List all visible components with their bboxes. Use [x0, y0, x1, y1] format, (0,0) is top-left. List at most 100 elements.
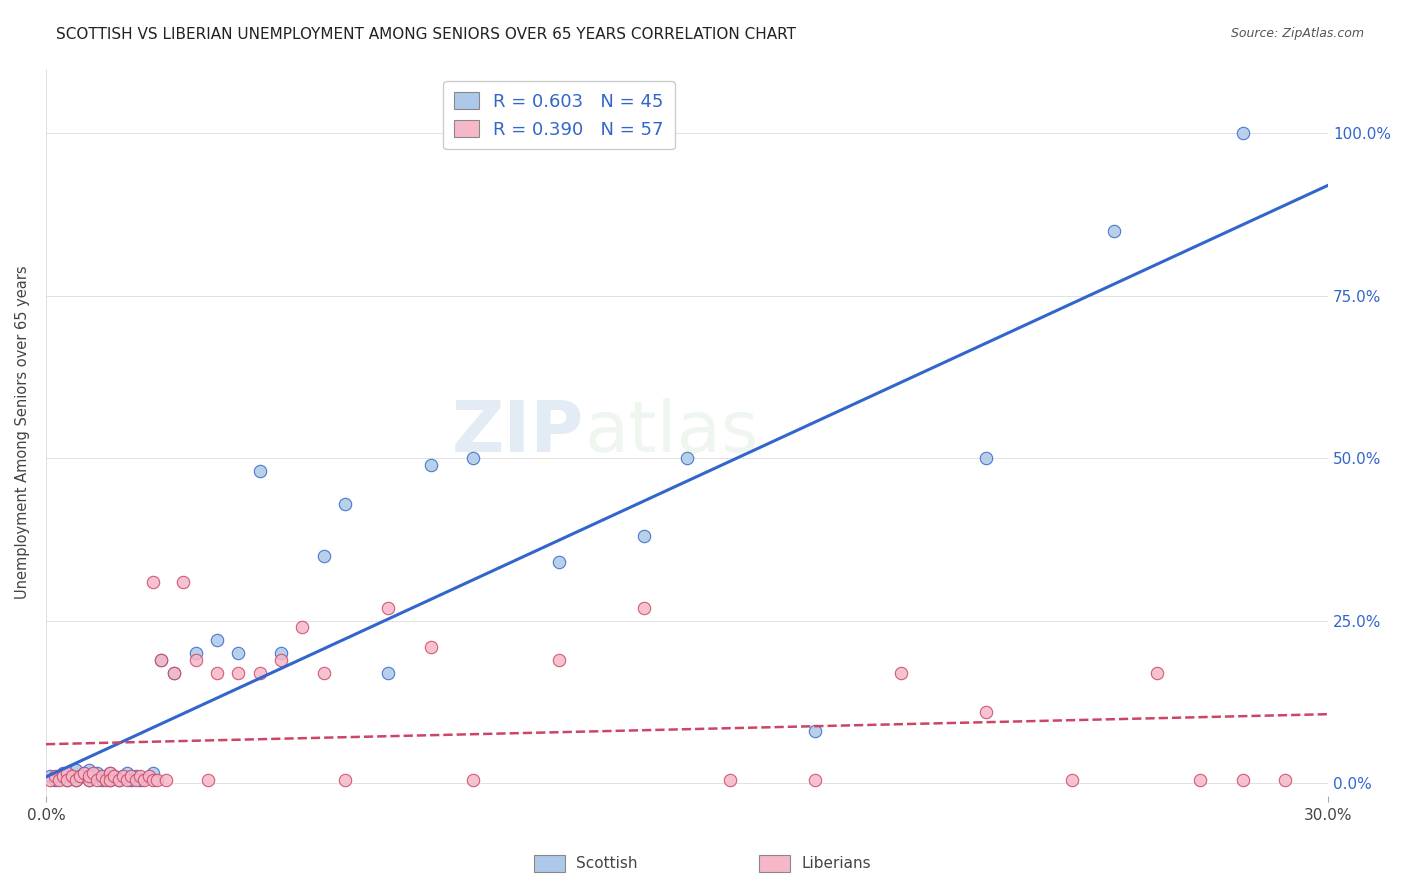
Point — [155, 772, 177, 787]
Point — [226, 665, 249, 680]
Point — [65, 763, 87, 777]
Point — [249, 464, 271, 478]
Point — [804, 724, 827, 739]
Point — [974, 705, 997, 719]
Point — [718, 772, 741, 787]
Point — [205, 665, 228, 680]
Point — [44, 770, 66, 784]
Point — [142, 772, 165, 787]
Point — [77, 772, 100, 787]
Point — [1104, 224, 1126, 238]
Point — [115, 772, 138, 787]
Point — [103, 770, 125, 784]
Point — [138, 770, 160, 784]
Point — [111, 770, 134, 784]
Y-axis label: Unemployment Among Seniors over 65 years: Unemployment Among Seniors over 65 years — [15, 266, 30, 599]
Text: Scottish: Scottish — [576, 856, 638, 871]
Point — [146, 772, 169, 787]
Point — [1232, 127, 1254, 141]
Point — [73, 766, 96, 780]
Point — [547, 555, 569, 569]
Point — [90, 770, 112, 784]
Point — [77, 770, 100, 784]
Point — [86, 766, 108, 780]
Point — [333, 497, 356, 511]
Point — [48, 770, 70, 784]
Point — [82, 770, 104, 784]
Point — [107, 772, 129, 787]
Point — [1060, 772, 1083, 787]
Point — [60, 770, 83, 784]
Point — [56, 766, 79, 780]
Point — [226, 646, 249, 660]
Point — [1232, 772, 1254, 787]
Point — [333, 772, 356, 787]
Point — [633, 600, 655, 615]
Point — [94, 770, 117, 784]
Point — [1274, 772, 1296, 787]
Point — [98, 772, 121, 787]
Point — [98, 766, 121, 780]
Point — [65, 772, 87, 787]
Point — [60, 770, 83, 784]
Point — [1146, 665, 1168, 680]
Point — [974, 451, 997, 466]
Point — [463, 451, 485, 466]
Point — [129, 770, 152, 784]
Point — [73, 766, 96, 780]
Point — [676, 451, 699, 466]
Point — [120, 772, 142, 787]
Point — [270, 652, 292, 666]
Point — [205, 633, 228, 648]
Point — [125, 772, 148, 787]
Point — [39, 770, 62, 784]
Point — [377, 600, 399, 615]
Point — [39, 772, 62, 787]
Point — [44, 772, 66, 787]
Point — [1188, 772, 1211, 787]
Legend: R = 0.603   N = 45, R = 0.390   N = 57: R = 0.603 N = 45, R = 0.390 N = 57 — [443, 81, 675, 150]
Point — [98, 766, 121, 780]
Point — [77, 763, 100, 777]
Point — [172, 574, 194, 589]
Point — [312, 549, 335, 563]
Point — [142, 574, 165, 589]
Text: Liberians: Liberians — [801, 856, 872, 871]
Text: ZIP: ZIP — [453, 398, 585, 467]
Point — [65, 772, 87, 787]
Point — [69, 770, 91, 784]
Point — [82, 766, 104, 780]
Point — [94, 772, 117, 787]
Text: atlas: atlas — [585, 398, 759, 467]
Point — [312, 665, 335, 680]
Point — [419, 640, 441, 654]
Point — [804, 772, 827, 787]
Point — [249, 665, 271, 680]
Point — [77, 772, 100, 787]
Point — [463, 772, 485, 787]
Point — [163, 665, 186, 680]
Point — [52, 766, 75, 780]
Point — [52, 770, 75, 784]
Point — [134, 772, 156, 787]
Text: Source: ZipAtlas.com: Source: ZipAtlas.com — [1230, 27, 1364, 40]
Point — [377, 665, 399, 680]
Point — [90, 772, 112, 787]
Point — [56, 772, 79, 787]
Point — [291, 620, 314, 634]
Bar — [759, 855, 790, 872]
Point — [120, 770, 142, 784]
Bar — [534, 855, 565, 872]
Point — [633, 529, 655, 543]
Point — [107, 772, 129, 787]
Point — [142, 766, 165, 780]
Point — [150, 652, 173, 666]
Point — [56, 772, 79, 787]
Point — [184, 652, 207, 666]
Point — [163, 665, 186, 680]
Point — [111, 770, 134, 784]
Point — [547, 652, 569, 666]
Point — [125, 770, 148, 784]
Point — [419, 458, 441, 472]
Point — [129, 772, 152, 787]
